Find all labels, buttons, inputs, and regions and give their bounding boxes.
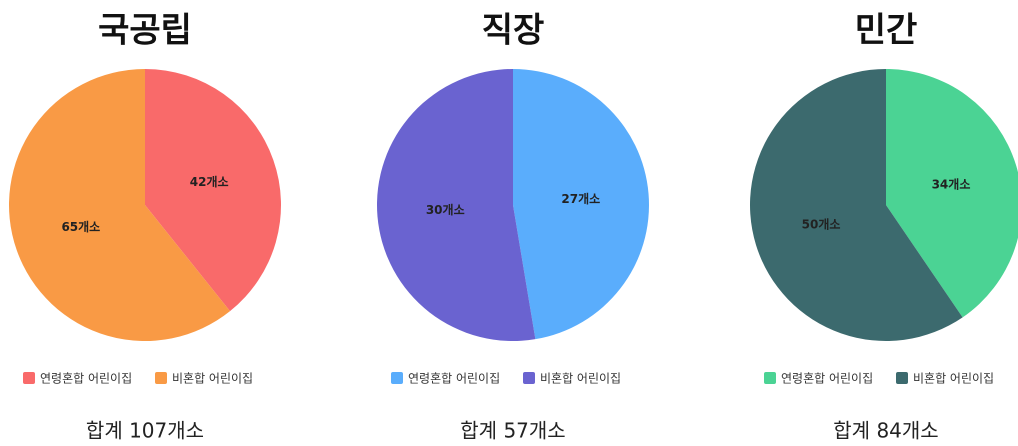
pie-slice: [886, 69, 1018, 318]
total-note: 합계 84개소: [833, 419, 938, 443]
value-label: 27개소: [561, 192, 600, 206]
pie-slice: [377, 69, 536, 341]
value-label: 50개소: [802, 218, 841, 232]
total-note: 합계 57개소: [460, 419, 565, 443]
pie-slice: [513, 69, 650, 340]
pie-slice: [749, 69, 963, 341]
total-note: 합계 107개소: [86, 419, 204, 443]
legend-label: 연령혼합 어린이집: [408, 372, 500, 386]
legend-swatch: [764, 372, 776, 384]
legend-swatch: [23, 372, 35, 384]
legend-label: 비혼합 어린이집: [540, 372, 621, 386]
legend-label: 연령혼합 어린이집: [40, 372, 132, 386]
chart-title: 민간: [855, 11, 918, 51]
legend-swatch: [155, 372, 167, 384]
value-label: 42개소: [190, 175, 229, 189]
value-label: 30개소: [426, 203, 465, 217]
pie-slice: [145, 69, 281, 312]
chart-title: 직장: [482, 11, 545, 51]
legend-label: 연령혼합 어린이집: [781, 372, 873, 386]
legend-label: 비혼합 어린이집: [913, 372, 994, 386]
value-label: 34개소: [932, 177, 971, 191]
legend-swatch: [391, 372, 403, 384]
pie-slice: [8, 69, 231, 341]
legend-label: 비혼합 어린이집: [172, 372, 253, 386]
chart-title: 국공립: [98, 11, 192, 51]
legend-swatch: [896, 372, 908, 384]
value-label: 65개소: [61, 220, 100, 234]
legend-swatch: [523, 372, 535, 384]
